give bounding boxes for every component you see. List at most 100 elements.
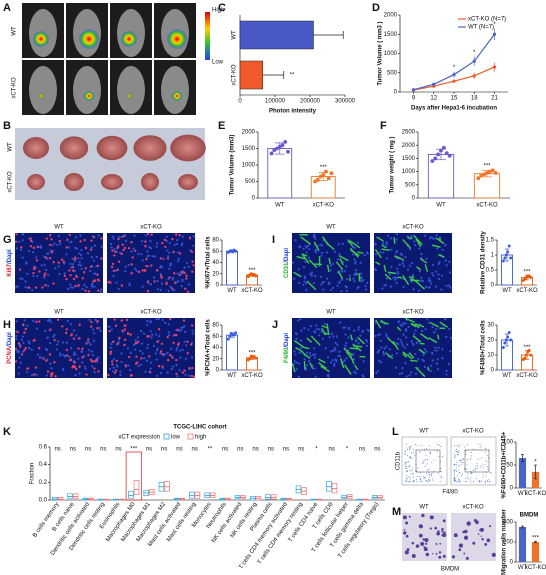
nucleus [360,276,363,279]
nucleus [190,356,194,359]
nucleus [93,272,96,275]
nucleus [405,329,408,332]
event [453,453,455,455]
nucleus [304,260,307,263]
event [437,472,439,474]
significance: ** [208,447,213,453]
nucleus [448,260,451,263]
nucleus [114,269,117,272]
stain [74,284,77,288]
nucleus [391,354,394,357]
nucleus [361,279,365,282]
nucleus [69,262,72,266]
nucleus [382,241,385,245]
nucleus [91,328,95,331]
event [420,444,422,446]
stain [123,328,127,331]
nucleus [401,372,404,375]
event [479,446,481,448]
nucleus [338,253,341,256]
nucleus [144,370,147,373]
vessel [335,261,344,271]
nucleus [331,349,335,352]
y-axis-label: Tumor Volume ( mm3 ) [378,21,384,85]
stain-label: PCNA/Dapi [7,332,13,364]
nucleus [192,332,195,335]
nucleus [67,246,71,249]
y-axis-label: %F4/80+/Total cells [481,319,487,374]
nucleus [21,256,24,259]
event [478,481,480,483]
nucleus [298,362,301,365]
stain [38,270,41,273]
y-tick-label: 0.5 [486,268,495,274]
event [457,479,459,481]
axis-label: CD11b [396,451,402,470]
panel-letter: B [3,120,11,132]
nucleus [136,336,140,339]
stain [89,325,93,328]
stain [159,257,163,260]
event [405,450,407,451]
vessel [321,325,328,329]
event [422,481,424,483]
panel-letter: L [392,426,399,438]
nucleus [180,285,183,288]
nucleus [435,362,438,365]
nucleus [32,274,35,278]
stain [83,238,86,242]
nucleus [117,235,120,239]
cell [432,552,434,555]
stain [32,246,36,250]
event [465,453,467,455]
nucleus [149,321,152,324]
nucleus [302,247,305,250]
nucleus [431,271,434,275]
significance: ns [374,447,380,453]
event [475,467,477,469]
stain [73,361,76,364]
stain [161,241,164,245]
event [426,469,428,471]
nucleus [406,343,409,346]
event [474,470,476,472]
stain [90,239,93,242]
y-tick-label: 40 [212,260,219,266]
nucleus [175,349,178,352]
nucleus [100,245,103,248]
vessel [394,255,404,261]
nucleus [434,346,437,349]
nucleus [46,252,49,256]
bar [267,148,293,199]
nucleus [445,284,448,288]
cell [481,538,484,541]
nucleus [374,243,377,246]
y-tick-label: 30 [487,323,494,329]
point [254,274,258,278]
nucleus [52,335,55,338]
significance: ns [283,447,289,453]
nucleus [65,341,69,344]
event [409,478,411,480]
stain [89,358,93,361]
nucleus [109,346,112,349]
point [507,244,511,248]
nucleus [159,352,162,355]
event [404,462,406,464]
event [408,481,410,483]
event [470,472,472,474]
nucleus [137,364,140,368]
nucleus [445,369,448,373]
event [454,479,456,481]
nucleus [132,247,135,250]
nucleus [178,369,181,372]
flow-plot [450,436,497,486]
nucleus [366,340,369,343]
y-tick-label: 20 [212,271,219,277]
stain [24,346,27,350]
column-label: xCT-KO [140,310,162,316]
nucleus [448,327,451,331]
stain [112,340,115,343]
nucleus [297,375,301,378]
significance: * [493,22,496,28]
